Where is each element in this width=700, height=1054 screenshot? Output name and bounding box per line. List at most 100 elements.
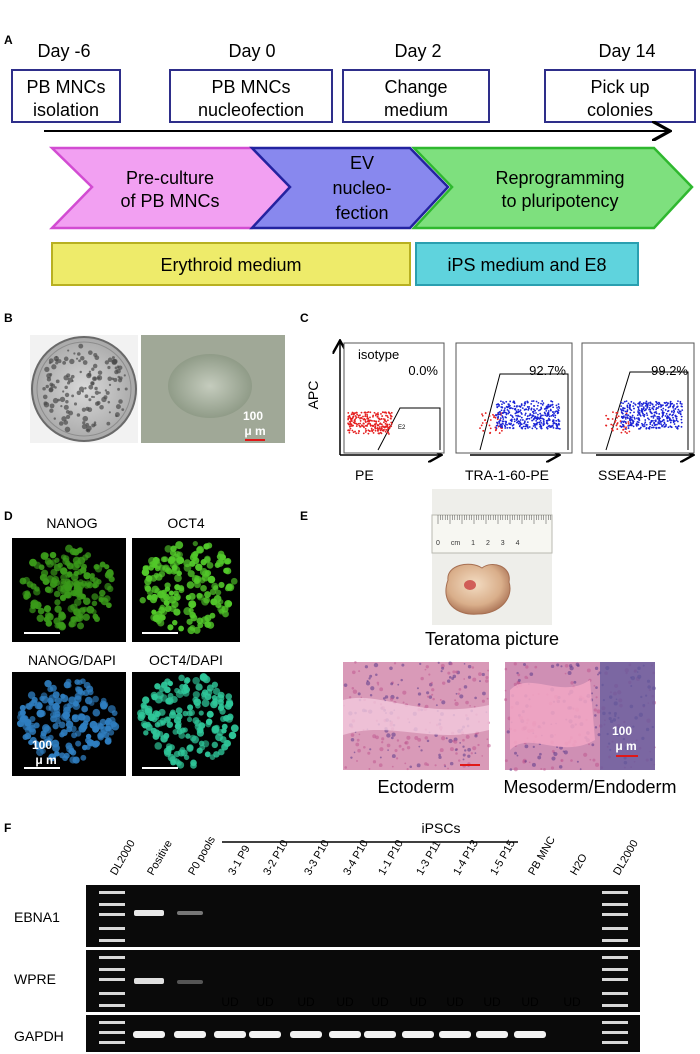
- histology-stain: [396, 696, 399, 700]
- event-dot: [389, 425, 392, 428]
- tissue-layer: [510, 680, 595, 750]
- histology-stain: [472, 746, 477, 751]
- event-dot: [680, 403, 683, 405]
- event-dot: [348, 423, 351, 426]
- histology-stain: [522, 663, 527, 667]
- histology-stain: [506, 730, 510, 734]
- event-dot: [672, 405, 675, 408]
- histology-stain: [391, 754, 396, 759]
- colony-dot: [65, 410, 70, 414]
- nucleus: [186, 618, 193, 625]
- colony-dot: [79, 370, 82, 374]
- gapdh-band: [174, 1031, 206, 1038]
- pcr-band: [177, 911, 203, 915]
- event-dot: [642, 402, 645, 404]
- event-dot: [364, 415, 367, 418]
- colony-dot: [60, 405, 63, 408]
- event-dot: [533, 405, 536, 407]
- event-dot: [376, 424, 379, 427]
- colony-dot: [107, 376, 113, 382]
- histology-stain: [463, 663, 466, 665]
- colony-dot: [121, 408, 125, 412]
- colony-dot: [58, 421, 64, 426]
- event-dot: [555, 422, 558, 425]
- gate-percent: 99.2%: [651, 363, 688, 378]
- event-dot: [368, 430, 371, 432]
- event-dot: [648, 406, 651, 409]
- colony-dot: [78, 359, 81, 363]
- event-dot: [386, 419, 389, 422]
- event-dot: [388, 423, 391, 426]
- event-dot: [530, 402, 533, 405]
- event-dot: [370, 427, 373, 430]
- event-dot: [514, 412, 517, 415]
- nucleus: [223, 558, 230, 565]
- nucleus: [82, 744, 88, 751]
- event-dot: [531, 400, 533, 402]
- histology-stain: [467, 754, 471, 758]
- histology-stain: [479, 680, 481, 683]
- event-dot: [658, 427, 661, 429]
- histology-stain: [473, 705, 476, 708]
- histology-stain: [453, 739, 458, 744]
- event-dot: [650, 412, 653, 414]
- event-dot: [623, 420, 626, 423]
- event-dot: [499, 413, 502, 416]
- event-dot: [347, 415, 350, 418]
- event-dot: [507, 410, 510, 412]
- event-dot: [374, 426, 377, 429]
- histology-stain: [369, 674, 373, 678]
- event-dot: [646, 405, 649, 408]
- event-dot: [557, 422, 560, 425]
- nucleus: [207, 575, 216, 584]
- nucleus: [24, 590, 31, 597]
- histology-stain: [446, 679, 451, 683]
- event-dot: [666, 410, 669, 413]
- histology-stain: [551, 756, 556, 761]
- nucleus: [44, 586, 52, 593]
- event-dot: [626, 417, 629, 420]
- event-dot: [650, 402, 652, 405]
- nucleus: [45, 705, 52, 711]
- nucleus: [183, 559, 192, 568]
- teratoma-caption: Teratoma picture: [425, 629, 559, 649]
- histology-stain: [358, 733, 361, 736]
- event-dot: [626, 410, 629, 413]
- histology-stain: [406, 735, 411, 740]
- chevron-text: Reprogramming: [495, 168, 624, 188]
- histology-stain: [441, 666, 445, 670]
- event-dot: [375, 422, 378, 424]
- event-dot: [653, 411, 656, 414]
- event-dot: [661, 410, 664, 412]
- event-dot: [547, 403, 550, 406]
- event-dot: [528, 405, 531, 408]
- event-dot: [521, 407, 524, 410]
- nucleus: [65, 571, 72, 579]
- lane-label: 1-4 P13: [451, 838, 481, 877]
- event-dot: [537, 413, 539, 416]
- event-dot: [499, 419, 501, 422]
- lane-label: 3-2 P10: [261, 838, 291, 877]
- histology-stain: [416, 687, 419, 690]
- nucleus: [63, 703, 72, 712]
- event-dot: [526, 401, 529, 404]
- event-dot: [367, 432, 370, 435]
- histology-stain: [449, 747, 454, 752]
- event-dot: [512, 427, 514, 430]
- event-dot: [529, 414, 532, 416]
- event-dot: [525, 418, 528, 421]
- nucleus: [89, 720, 98, 729]
- histology-stain: [482, 691, 486, 696]
- event-dot: [555, 419, 558, 422]
- event-dot: [664, 415, 667, 417]
- histology-stain: [363, 745, 366, 749]
- nucleus: [45, 738, 53, 746]
- panel-c: C APC 0.0% isotype E2 92.7% 99.2% PE TRA-1-6…: [300, 311, 694, 483]
- histology-stain: [474, 734, 478, 738]
- event-dot: [539, 412, 542, 415]
- nucleus: [201, 570, 210, 578]
- histology-stain: [524, 675, 528, 679]
- nucleus: [200, 559, 207, 566]
- nucleus: [100, 702, 108, 710]
- row-label: GAPDH: [14, 1028, 64, 1044]
